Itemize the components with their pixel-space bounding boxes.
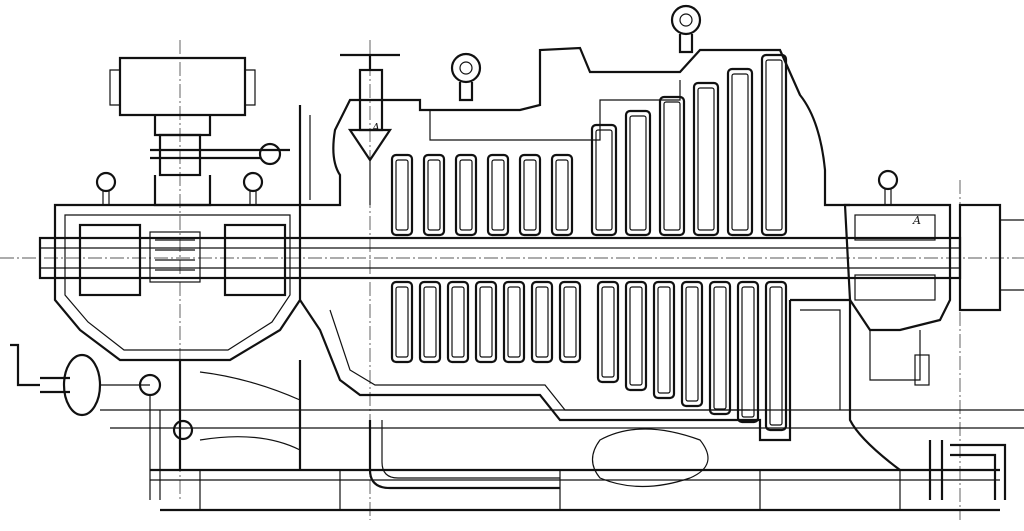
lower-blade-inner <box>685 286 699 402</box>
lower-blade <box>390 280 414 364</box>
upper-hp-blade <box>390 153 414 237</box>
upper-lp-blade-inner <box>765 59 783 231</box>
lower-blade-inner <box>657 286 671 394</box>
lower-blade <box>624 280 648 392</box>
lower-blade-inner <box>535 286 549 358</box>
lower-blade <box>474 280 498 364</box>
rear-bearing-housing <box>843 203 952 381</box>
governor <box>109 56 290 207</box>
upper-hp-blade <box>486 153 510 237</box>
center-lines <box>0 40 1024 520</box>
upper-hp-blade <box>550 153 574 237</box>
upper-lp-blade-inner <box>731 73 749 231</box>
upper-lp-blade-inner <box>595 129 613 231</box>
lower-blade-inner <box>629 286 643 386</box>
upper-lp-blade <box>726 67 754 237</box>
lower-blade <box>530 280 554 364</box>
upper-hp-blade-inner <box>491 159 505 231</box>
lower-blade <box>764 280 788 432</box>
upper-lp-blade-inner <box>697 87 715 231</box>
upper-hp-blade <box>422 153 446 237</box>
lower-blade <box>502 280 526 364</box>
upper-lp-blade-inner <box>663 101 681 231</box>
bedplate <box>100 409 1024 512</box>
lower-blade <box>652 280 676 400</box>
upper-blades <box>390 53 788 237</box>
drain-pipes <box>914 354 1007 500</box>
lower-blade <box>446 280 470 364</box>
upper-lp-blade <box>624 109 652 237</box>
upper-hp-blade-inner <box>555 159 569 231</box>
front-bearing-pedestal <box>53 203 302 470</box>
stop-valve <box>340 53 400 205</box>
lower-blade <box>596 280 620 384</box>
upper-lp-blade <box>760 53 788 237</box>
turbine-casing <box>298 46 901 471</box>
lower-blade <box>680 280 704 408</box>
upper-hp-blade <box>518 153 542 237</box>
lower-blade-inner <box>769 286 783 426</box>
lower-blade-inner <box>507 286 521 358</box>
lower-blade-inner <box>741 286 755 418</box>
upper-hp-blade-inner <box>395 159 409 231</box>
upper-lp-blade <box>692 81 720 237</box>
lower-blade-inner <box>451 286 465 358</box>
lower-blade <box>736 280 760 424</box>
lower-blade-inner <box>395 286 409 358</box>
upper-hp-blade-inner <box>523 159 537 231</box>
lower-blade <box>418 280 442 364</box>
upper-lp-blade <box>658 95 686 237</box>
lower-blade-inner <box>423 286 437 358</box>
lower-blade-inner <box>601 286 615 378</box>
lower-blade <box>708 280 732 416</box>
upper-hp-blade <box>454 153 478 237</box>
hand-wheel <box>10 343 194 500</box>
valve-mark-label: A <box>372 121 380 134</box>
lower-blades <box>390 280 788 432</box>
lower-blade-inner <box>563 286 577 358</box>
lifting-eyes <box>95 4 899 205</box>
upper-hp-blade-inner <box>459 159 473 231</box>
lower-blade-inner <box>713 286 727 410</box>
lower-blade-inner <box>479 286 493 358</box>
upper-lp-blade-inner <box>629 115 647 231</box>
rotor-shaft <box>38 203 1024 312</box>
lower-blade <box>558 280 582 364</box>
upper-hp-blade-inner <box>427 159 441 231</box>
upper-lp-blade <box>590 123 618 237</box>
end-mark-label: A <box>913 214 921 227</box>
